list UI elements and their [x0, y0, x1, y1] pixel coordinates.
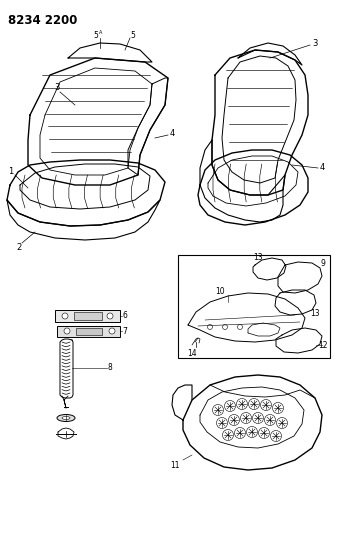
Text: 5: 5 [94, 30, 99, 39]
Text: 13: 13 [253, 253, 263, 262]
Text: 8: 8 [108, 364, 113, 373]
Circle shape [222, 325, 227, 329]
Ellipse shape [62, 416, 70, 419]
Bar [178, 255, 330, 358]
Text: 13: 13 [310, 309, 320, 318]
Circle shape [64, 328, 70, 334]
Text: 5: 5 [131, 30, 135, 39]
Text: 3: 3 [312, 38, 318, 47]
Bar [76, 328, 102, 335]
Text: 2: 2 [16, 243, 22, 252]
FancyBboxPatch shape [55, 310, 120, 322]
Text: 7: 7 [122, 327, 128, 335]
Text: 1: 1 [8, 167, 14, 176]
Text: 12: 12 [318, 341, 328, 350]
Text: 10: 10 [215, 287, 225, 296]
Text: 8234 2200: 8234 2200 [8, 14, 78, 27]
FancyBboxPatch shape [57, 326, 120, 337]
Circle shape [207, 325, 212, 329]
Text: 4: 4 [169, 130, 175, 139]
Text: 3: 3 [54, 84, 60, 93]
Circle shape [107, 313, 113, 319]
Text: 4: 4 [319, 164, 325, 173]
Text: 6: 6 [122, 311, 128, 320]
Text: A: A [99, 30, 103, 36]
Text: 11: 11 [170, 461, 180, 470]
Ellipse shape [57, 415, 75, 422]
Circle shape [109, 328, 115, 334]
Circle shape [62, 313, 68, 319]
Text: 9: 9 [321, 259, 325, 268]
Text: 14: 14 [187, 349, 197, 358]
Circle shape [238, 325, 242, 329]
Bar [74, 312, 102, 320]
